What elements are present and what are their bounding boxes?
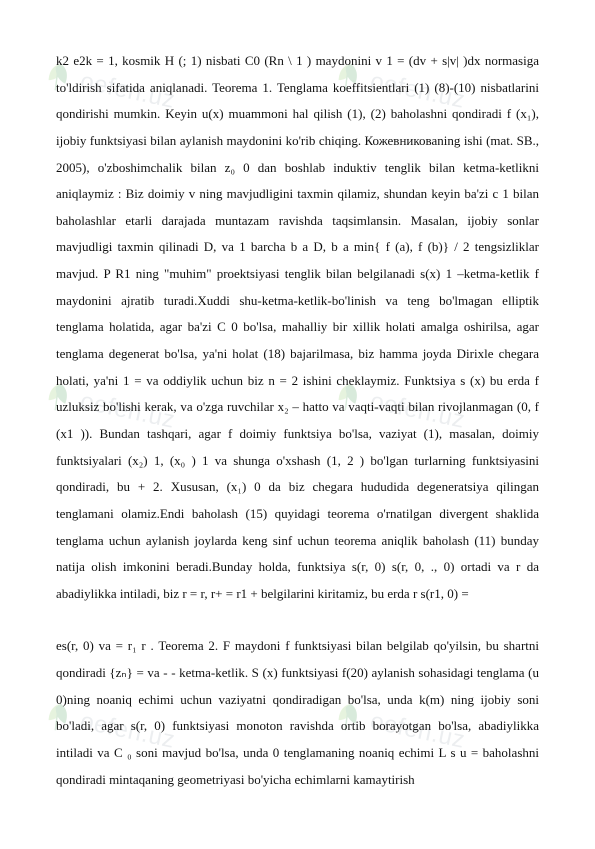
- body-paragraph: es(r, 0) va = r₁ r . Teorema 2. F maydon…: [56, 633, 539, 793]
- page-content: k2 e2k = 1, kosmik H (; 1) nisbati C0 (R…: [0, 0, 595, 849]
- body-paragraph: k2 e2k = 1, kosmik H (; 1) nisbati C0 (R…: [56, 48, 539, 607]
